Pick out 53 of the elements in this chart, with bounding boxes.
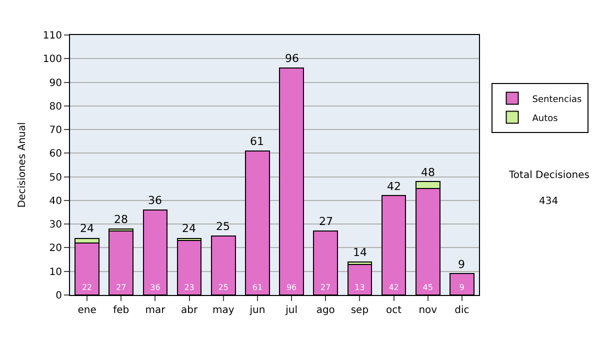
data-label: 9	[459, 283, 465, 292]
y-tick-label: 50	[49, 172, 62, 184]
y-axis-title: Decisiones Anual	[16, 122, 28, 208]
y-tick-label: 40	[49, 196, 62, 207]
x-tick-label: jun	[248, 305, 266, 316]
total-label: 24	[80, 222, 94, 235]
data-label: 25	[218, 283, 228, 292]
x-tick-label: ene	[78, 305, 96, 316]
x-tick-label: oct	[386, 305, 402, 316]
text: 434	[539, 196, 558, 207]
total-label: 96	[285, 52, 299, 65]
x-tick-label: feb	[113, 305, 130, 316]
y-tick-label: 60	[49, 148, 62, 160]
y-tick-label: 30	[49, 220, 62, 231]
data-label: 42	[388, 283, 399, 292]
total-label: 36	[148, 194, 162, 207]
x-tick-label: may	[212, 305, 234, 316]
total-label: 42	[387, 180, 401, 193]
data-label: 27	[116, 283, 126, 292]
data-label: 96	[286, 283, 297, 292]
data-label: 13	[354, 283, 365, 292]
total-label: 48	[421, 166, 435, 179]
total-label: 28	[114, 213, 128, 226]
x-tick-label: nov	[418, 305, 438, 316]
y-tick-label: 80	[49, 101, 62, 112]
x-tick-label: ago	[316, 305, 335, 316]
data-label: 23	[184, 283, 194, 292]
x-tick-label: dic	[454, 305, 470, 316]
y-tick-label: 0	[56, 290, 62, 302]
total-label: 27	[319, 215, 333, 228]
data-label: 22	[82, 283, 92, 292]
text: Total Decisiones	[508, 170, 590, 181]
data-label: 27	[320, 283, 331, 292]
x-tick-label: mar	[145, 305, 166, 316]
total-label: 9	[458, 258, 465, 271]
y-tick-label: 110	[42, 30, 62, 42]
x-tick-label: sep	[350, 305, 369, 316]
y-tick-label: 70	[49, 125, 62, 136]
x-tick-label: jul	[284, 305, 298, 316]
legend-label: Sentencias	[532, 94, 582, 105]
y-tick-label: 90	[49, 78, 62, 89]
y-tick-label: 100	[42, 54, 62, 66]
y-tick-label: 10	[49, 266, 62, 278]
total-label: 24	[182, 222, 196, 235]
data-label: 61	[252, 283, 263, 292]
data-label: 36	[150, 283, 160, 292]
total-label: 61	[250, 135, 264, 148]
total-label: 14	[353, 246, 367, 259]
legend-label: Autos	[532, 114, 558, 124]
total-label: 25	[216, 220, 230, 233]
y-tick-label: 20	[49, 243, 62, 254]
x-tick-label: abr	[180, 305, 198, 316]
data-label: 45	[422, 283, 433, 292]
